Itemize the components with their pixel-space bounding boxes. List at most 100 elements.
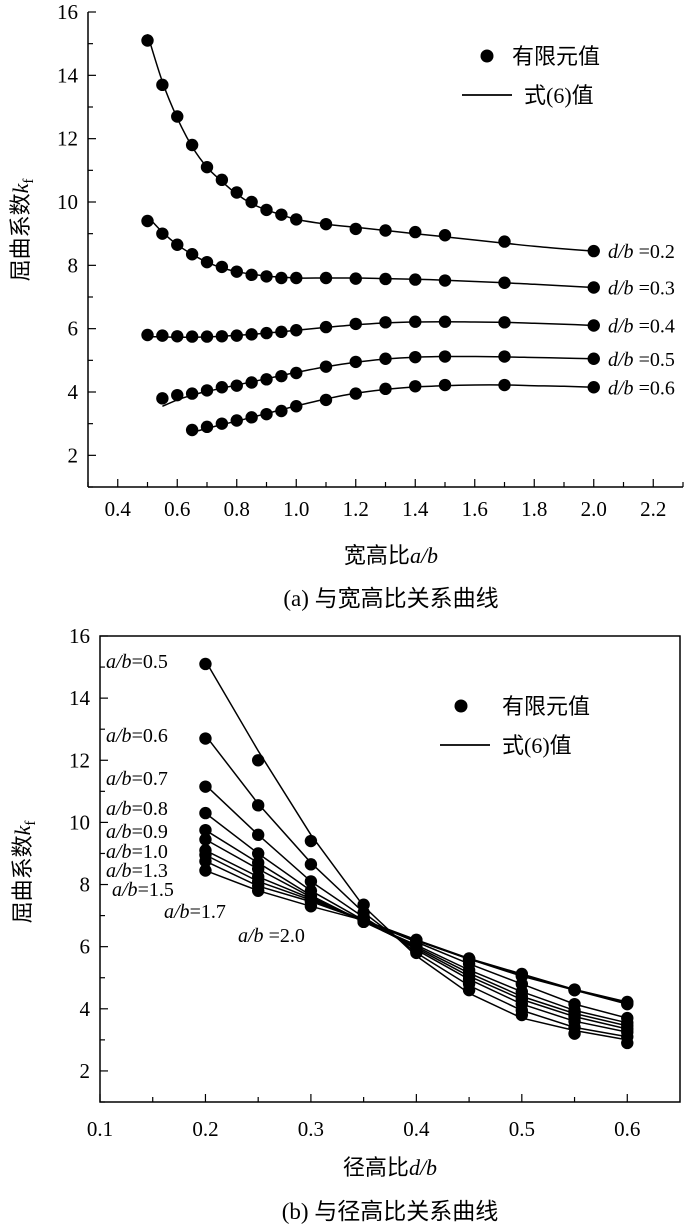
data-point — [290, 400, 303, 413]
series-line-d/b=0.3 — [146, 215, 594, 289]
data-point — [438, 229, 452, 242]
data-point — [304, 875, 318, 888]
y-tick-label: 6 — [80, 935, 91, 959]
series-line-a/b=0.7 — [204, 784, 628, 1033]
data-point — [349, 317, 362, 331]
data-point — [498, 235, 511, 248]
legend-points-label: 有限元值 — [512, 44, 600, 69]
data-point — [230, 379, 243, 392]
y-tick-label: 10 — [69, 810, 90, 834]
data-point — [409, 225, 422, 239]
series-line-d/b=0.6 — [191, 384, 594, 434]
data-point — [409, 315, 422, 328]
data-point — [245, 268, 258, 282]
data-point — [171, 330, 184, 343]
y-tick-label: 4 — [80, 997, 91, 1021]
series-line-d/b=0.4 — [147, 320, 594, 339]
y-tick-label: 8 — [80, 873, 91, 897]
y-tick-label: 14 — [69, 686, 91, 710]
x-tick-label: 0.4 — [105, 497, 132, 521]
curve-label-a/b=1.5: a/b=1.5 — [112, 879, 174, 901]
data-point — [304, 858, 318, 871]
x-tick-label: 0.6 — [614, 1117, 640, 1141]
series-line-d/b=0.5 — [162, 355, 594, 407]
chart-a-ticks: 2 4 6 8 10 12 14 16 0.4 0.6 0.8 1.0 1.2 1.4 1.6 1.8 2.0 2… — [57, 0, 684, 521]
data-point — [409, 380, 422, 393]
curve-label-a/b=1.7: a/b=1.7 — [164, 901, 226, 923]
data-point — [200, 384, 214, 397]
data-point — [200, 420, 214, 434]
data-point — [200, 160, 214, 174]
data-point — [515, 969, 529, 983]
chart-b-caption: (b) 与径高比关系曲线 — [282, 1199, 499, 1224]
data-point — [304, 900, 318, 913]
data-point — [185, 387, 199, 400]
chart-b-legend: 有限元值 式(6)值 — [440, 694, 590, 758]
legend-points-label: 有限元值 — [502, 694, 590, 719]
data-point — [199, 732, 212, 745]
x-tick-label: 1.2 — [343, 497, 369, 521]
x-tick-label: 1.4 — [402, 497, 429, 521]
data-point — [319, 217, 333, 231]
data-point — [438, 315, 452, 328]
y-tick-label: 2 — [68, 443, 79, 467]
data-point — [230, 414, 243, 427]
chart-a-curve-labels: d/b =0.2 d/b =0.3 d/b =0.4 d/b =0.5 d/b =0.6 — [608, 241, 675, 399]
y-tick-label: 16 — [57, 0, 78, 24]
x-tick-label: 1.8 — [521, 497, 547, 521]
data-point — [141, 328, 154, 342]
data-point — [156, 78, 169, 92]
data-point — [379, 224, 392, 237]
data-point — [245, 376, 258, 389]
y-tick-label: 14 — [57, 63, 79, 87]
curve-label-a/b=0.6: a/b=0.6 — [106, 725, 168, 747]
curve-label-a/b=0.5: a/b=0.5 — [106, 651, 168, 673]
data-point — [275, 404, 288, 418]
data-point — [587, 319, 600, 332]
data-point — [319, 393, 333, 407]
curve-label-a/b=0.8: a/b=0.8 — [106, 798, 168, 820]
legend-line-label: 式(6)值 — [502, 733, 572, 758]
data-point — [275, 369, 288, 383]
data-point — [275, 325, 288, 339]
chart-b-y-axis-title: 屈曲系数kf — [10, 821, 39, 924]
chart-b-ticks: 2 4 6 8 10 12 14 16 0.1 0.2 0.3 0.4 0.5 0.6 — [69, 624, 640, 1141]
legend-point-marker — [480, 49, 494, 63]
data-point — [568, 983, 581, 997]
data-point — [438, 350, 452, 363]
data-point — [349, 272, 362, 285]
data-point — [379, 316, 392, 329]
data-point — [621, 997, 634, 1011]
chart-b-curve-labels: a/b=0.5a/b=0.6a/b=0.7a/b=0.8a/b=0.9a/b=1… — [106, 651, 305, 947]
curve-label-d/b=0.4: d/b =0.4 — [608, 316, 675, 338]
data-point — [587, 281, 600, 294]
data-point — [199, 833, 212, 846]
curve-label-a/b=1.0: a/b=1.0 — [106, 841, 168, 863]
curve-label-a/b=2.0: a/b =2.0 — [238, 925, 305, 947]
data-point — [251, 754, 265, 767]
data-point — [260, 373, 273, 386]
chart-a-x-axis-title: 宽高比a/b — [344, 543, 438, 568]
data-point — [185, 423, 199, 437]
data-point — [251, 799, 265, 812]
curve-label-a/b=1.3: a/b=1.3 — [106, 860, 168, 882]
y-tick-label: 12 — [69, 748, 90, 772]
chart-b-x-axis-title: 径高比d/b — [343, 1155, 437, 1180]
data-point — [199, 806, 212, 820]
data-point — [260, 326, 273, 340]
data-point — [290, 271, 303, 285]
data-point — [357, 914, 370, 927]
data-point — [568, 997, 581, 1011]
data-point — [498, 316, 511, 329]
data-point — [587, 244, 600, 258]
data-point — [438, 378, 452, 392]
data-point — [379, 382, 392, 396]
data-point — [349, 355, 362, 369]
chart-b-axes — [99, 635, 681, 1103]
data-point — [409, 350, 422, 364]
data-point — [156, 329, 169, 342]
data-point — [498, 276, 511, 289]
data-point — [156, 227, 169, 240]
data-point — [171, 110, 184, 123]
